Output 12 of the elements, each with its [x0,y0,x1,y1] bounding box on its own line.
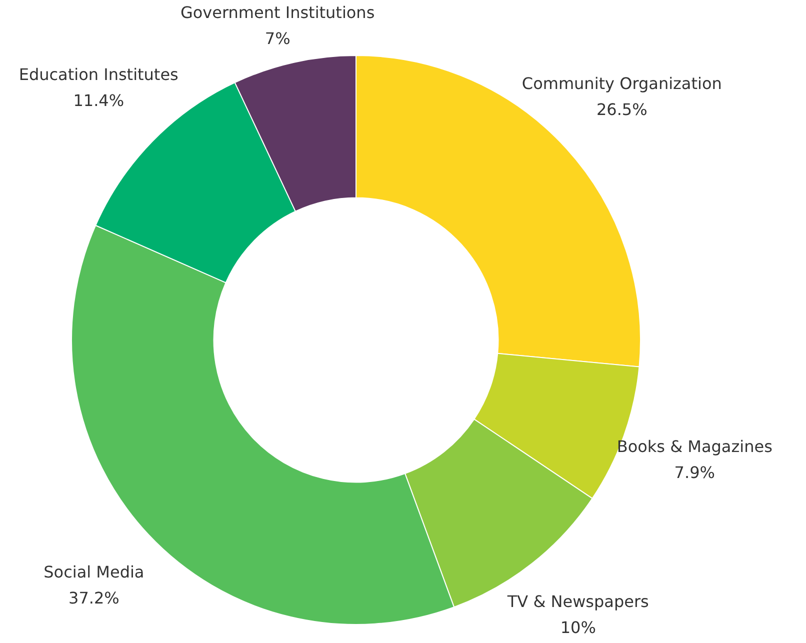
data-label: 11.4% [73,91,124,110]
data-label: 10% [560,618,596,638]
slice-label: Social Media [44,562,144,582]
slice-label: Education Institutes [18,65,178,84]
slice-label: Government Institutions [180,3,375,22]
slice-label: Books & Magazines [616,436,772,456]
data-label: 37.2% [68,588,120,608]
slice-label: TV & Newspapers [506,592,649,612]
data-label: 7.9% [674,462,715,482]
slice-label: Community Organization [522,74,722,94]
data-label: 26.5% [596,100,648,120]
data-label: 7% [264,29,290,48]
